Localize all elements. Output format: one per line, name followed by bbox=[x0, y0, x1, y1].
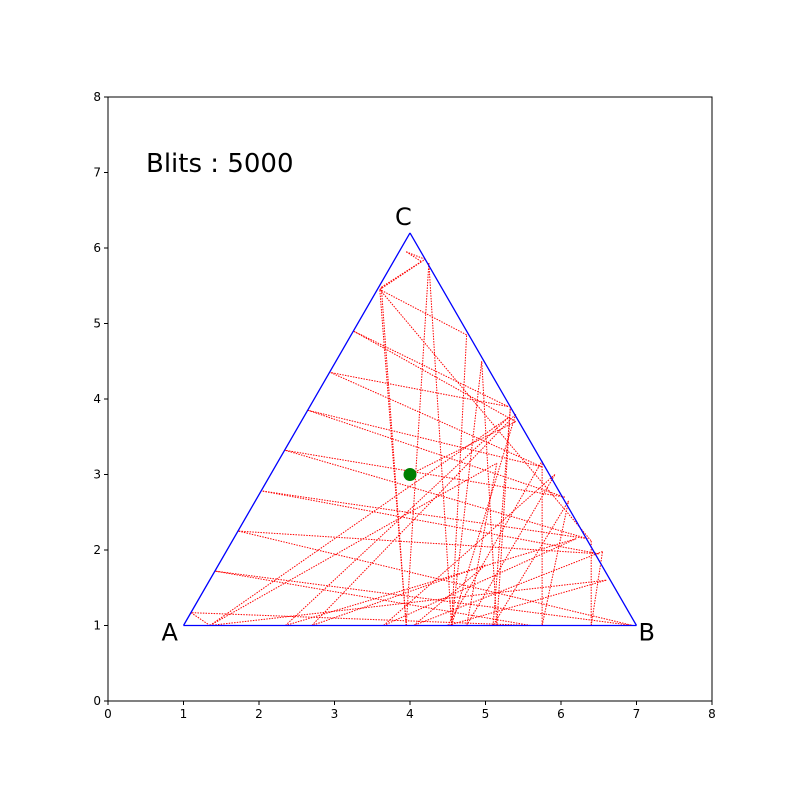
x-tick-label: 7 bbox=[633, 707, 641, 721]
x-tick-label: 2 bbox=[255, 707, 263, 721]
y-tick-label: 8 bbox=[93, 90, 101, 104]
triangle-edge-ca bbox=[182, 232, 411, 626]
triangle-edge-bc bbox=[409, 232, 638, 626]
trajectory-segment bbox=[383, 538, 577, 626]
trajectory-segment bbox=[311, 564, 486, 626]
trajectory-segment bbox=[496, 406, 511, 626]
trajectory-segment bbox=[451, 413, 517, 626]
blits-counter-text: Blits : 5000 bbox=[146, 149, 293, 179]
trajectory-segment bbox=[190, 612, 211, 626]
trajectory-segment bbox=[285, 449, 588, 540]
trajectory-segment bbox=[307, 409, 543, 468]
y-tick-label: 4 bbox=[93, 392, 101, 406]
triangle-group bbox=[182, 232, 638, 627]
trajectory-segment bbox=[541, 500, 570, 626]
x-tick-label: 0 bbox=[104, 707, 112, 721]
trajectory-segment bbox=[405, 251, 422, 263]
trajectory-segment bbox=[285, 449, 565, 498]
x-tick-label: 5 bbox=[482, 707, 490, 721]
trajectory-segment bbox=[209, 579, 607, 626]
trajectory-segment bbox=[307, 409, 565, 498]
vertex-label-a: A bbox=[162, 619, 179, 647]
trajectory-segment bbox=[379, 289, 467, 336]
trajectory-segment bbox=[379, 289, 592, 542]
marker-group bbox=[403, 468, 417, 481]
trajectory-segment bbox=[262, 490, 588, 540]
marker-point bbox=[403, 468, 417, 481]
x-axis-ticks: 0 1 2 3 4 5 6 7 8 bbox=[104, 701, 716, 721]
trajectory-segment bbox=[215, 570, 531, 626]
x-tick-label: 4 bbox=[406, 707, 414, 721]
trajectory-segment bbox=[451, 361, 483, 626]
trajectory-segment bbox=[428, 263, 453, 626]
y-tick-label: 0 bbox=[93, 694, 101, 708]
trajectory-segment bbox=[466, 474, 556, 626]
y-tick-label: 7 bbox=[93, 166, 101, 180]
trajectory-segment bbox=[406, 251, 426, 260]
trajectory-segment bbox=[285, 417, 509, 626]
trajectory-segment bbox=[238, 530, 633, 626]
trajectory-segment bbox=[330, 372, 509, 408]
vertex-label-b: B bbox=[639, 619, 655, 647]
x-tick-label: 6 bbox=[557, 707, 565, 721]
y-tick-label: 1 bbox=[93, 619, 101, 633]
trajectory-path-group bbox=[190, 251, 633, 626]
trajectory-segment bbox=[353, 330, 516, 423]
trajectory-segment bbox=[209, 417, 509, 626]
trajectory-segment bbox=[413, 551, 603, 626]
x-tick-label: 8 bbox=[708, 707, 716, 721]
axes-background bbox=[108, 97, 712, 701]
vertex-labels: A B C bbox=[162, 203, 655, 647]
trajectory-segment bbox=[353, 330, 509, 407]
trajectory-segment bbox=[481, 361, 498, 626]
trajectory-segment bbox=[379, 258, 426, 290]
vertex-label-c: C bbox=[395, 203, 412, 231]
trajectory-segment bbox=[466, 463, 498, 626]
trajectory-segment bbox=[383, 474, 556, 626]
y-tick-label: 6 bbox=[93, 241, 101, 255]
trajectory-segment bbox=[405, 263, 430, 626]
trajectory-segment bbox=[447, 460, 543, 626]
trajectory-segment bbox=[285, 538, 577, 626]
y-tick-label: 5 bbox=[93, 317, 101, 331]
y-tick-label: 3 bbox=[93, 468, 101, 482]
trajectory-segment bbox=[209, 462, 498, 626]
x-tick-label: 3 bbox=[331, 707, 339, 721]
y-axis-ticks: 0 1 2 3 4 5 6 7 8 bbox=[93, 90, 108, 708]
y-tick-label: 2 bbox=[93, 543, 101, 557]
x-tick-label: 1 bbox=[180, 707, 188, 721]
trajectory-segment bbox=[311, 413, 517, 626]
trajectory-segment bbox=[379, 289, 407, 626]
trajectory-segment bbox=[330, 372, 543, 468]
trajectory-segment bbox=[447, 579, 607, 626]
